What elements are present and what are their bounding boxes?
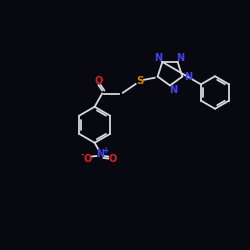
Text: +: +: [102, 146, 108, 155]
Text: O: O: [94, 76, 102, 86]
Text: N: N: [154, 53, 162, 63]
Text: O: O: [83, 154, 91, 164]
Text: O: O: [108, 154, 117, 164]
Text: -: -: [81, 151, 84, 160]
Text: S: S: [136, 76, 143, 86]
Text: N: N: [96, 149, 104, 159]
Text: N: N: [176, 53, 185, 63]
Text: N: N: [169, 85, 177, 95]
Text: N: N: [184, 72, 192, 82]
